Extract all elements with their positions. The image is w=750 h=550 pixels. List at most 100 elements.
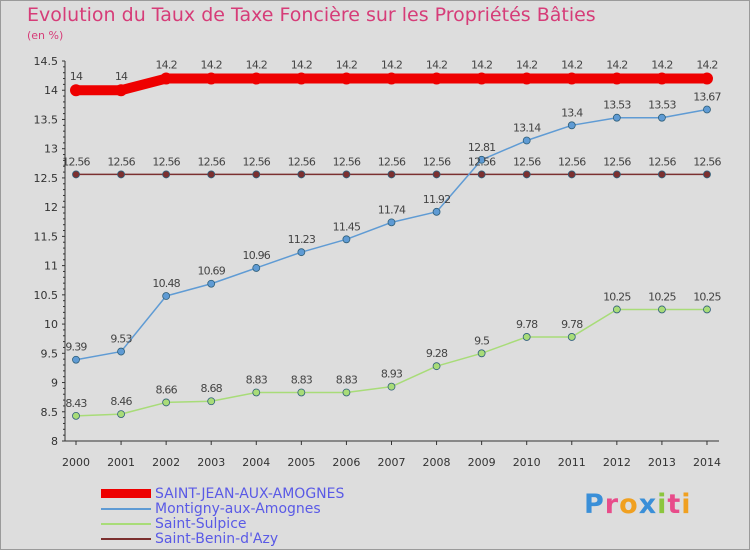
data-label-3: 12.56	[423, 155, 451, 168]
series-point-0	[385, 72, 398, 85]
y-tick-label: 12.5	[34, 172, 59, 185]
legend-label: Montigny-aux-Amognes	[155, 500, 321, 517]
data-label-1: 12.81	[468, 141, 496, 154]
data-label-3: 12.56	[468, 155, 496, 168]
series-point-3	[703, 170, 711, 179]
series-point-2	[387, 382, 396, 391]
logo-letter: t	[667, 489, 682, 520]
series-point-0	[475, 72, 488, 85]
data-label-0: 14.2	[696, 59, 717, 72]
series-point-1	[658, 113, 666, 122]
data-label-3: 12.56	[648, 155, 676, 168]
logo-letter: i	[681, 489, 692, 520]
series-point-0	[565, 72, 578, 85]
series-point-3	[297, 170, 306, 179]
data-label-2: 8.46	[110, 395, 132, 408]
data-label-1: 10.96	[243, 249, 271, 262]
data-label-0: 14.2	[651, 59, 672, 72]
x-tick-label: 2010	[513, 456, 541, 469]
series-point-3	[658, 170, 666, 179]
data-label-1: 13.14	[513, 122, 541, 135]
series-point-2	[658, 305, 666, 314]
chart-series	[70, 72, 713, 420]
legend-item: Saint-Benin-d'Azy	[101, 530, 279, 547]
data-label-2: 9.78	[516, 318, 538, 331]
data-label-3: 12.56	[558, 155, 586, 168]
legend-swatch	[101, 507, 151, 510]
data-label-3: 12.56	[288, 155, 316, 168]
logo-letter: o	[619, 489, 639, 520]
data-label-1: 13.53	[603, 99, 631, 112]
x-tick-label: 2006	[332, 456, 360, 469]
data-label-3: 12.56	[333, 155, 361, 168]
data-label-2: 9.28	[426, 347, 448, 360]
x-tick-label: 2004	[242, 456, 270, 469]
x-tick-label: 2003	[197, 456, 225, 469]
y-tick-label: 9.5	[41, 347, 59, 360]
data-label-3: 12.56	[513, 155, 541, 168]
data-label-0: 14.2	[516, 59, 537, 72]
legend-label: Saint-Sulpice	[155, 515, 247, 532]
legend-label: SAINT-JEAN-AUX-AMOGNES	[155, 485, 345, 502]
series-point-3	[432, 170, 441, 179]
series-point-0	[115, 84, 128, 97]
legend-label: Saint-Benin-d'Azy	[155, 530, 279, 547]
x-tick-label: 2000	[62, 456, 90, 469]
data-label-1: 13.67	[693, 91, 721, 104]
x-tick-label: 2002	[152, 456, 180, 469]
series-point-0	[520, 72, 533, 85]
data-label-0: 14.2	[336, 59, 357, 72]
series-point-0	[700, 72, 713, 85]
y-tick-label: 13	[44, 143, 58, 156]
data-label-0: 14.2	[291, 59, 312, 72]
data-label-2: 9.78	[561, 318, 583, 331]
logo-letter: P	[584, 489, 605, 520]
series-point-3	[117, 170, 125, 179]
series-point-1	[567, 121, 576, 130]
y-tick-label: 13.5	[34, 113, 59, 126]
series-point-3	[162, 170, 171, 179]
data-label-2: 10.25	[603, 290, 631, 303]
series-point-2	[72, 411, 80, 420]
data-label-1: 10.69	[197, 265, 225, 278]
series-point-2	[252, 388, 261, 397]
data-label-2: 10.25	[648, 290, 676, 303]
series-point-3	[522, 170, 531, 179]
data-label-0: 14.2	[155, 59, 176, 72]
series-point-1	[252, 264, 261, 272]
series-point-0	[160, 72, 173, 85]
y-tick-label: 11	[44, 260, 58, 273]
series-point-0	[205, 72, 218, 85]
y-tick-label: 14.5	[34, 55, 59, 68]
series-point-2	[432, 362, 441, 371]
y-tick-label: 12	[44, 201, 58, 214]
data-label-2: 8.83	[291, 373, 313, 386]
data-label-2: 10.25	[693, 290, 721, 303]
series-point-1	[703, 105, 711, 114]
series-point-1	[162, 292, 171, 300]
legend-swatch	[101, 522, 151, 525]
series-point-1	[297, 248, 306, 257]
series-point-2	[703, 305, 711, 314]
y-tick-label: 10.5	[34, 289, 59, 302]
series-point-3	[567, 170, 576, 179]
series-point-3	[387, 170, 396, 179]
data-label-3: 12.56	[378, 155, 406, 168]
series-point-0	[430, 72, 443, 85]
chart-axes: 8 8.5 9 9.5 10 10.5 11 11.5 12 12.5 13 13.5 14 14.5 20…	[34, 55, 721, 469]
legend-item: SAINT-JEAN-AUX-AMOGNES	[101, 485, 345, 502]
data-label-1: 13.4	[561, 106, 583, 119]
chart-unit: (en %)	[27, 29, 64, 42]
data-label-1: 11.92	[423, 193, 451, 206]
proxiti-logo: Proxiti	[584, 489, 692, 520]
data-label-1: 11.23	[288, 233, 316, 246]
y-tick-label: 14	[44, 84, 58, 97]
series-point-1	[207, 279, 216, 288]
chart-title: Evolution du Taux de Taxe Foncière sur l…	[27, 4, 596, 26]
legend-swatch	[101, 537, 151, 540]
series-point-1	[522, 136, 531, 145]
data-label-0: 14.2	[606, 59, 627, 72]
data-label-1: 11.45	[333, 220, 361, 233]
logo-letter: r	[604, 489, 620, 520]
